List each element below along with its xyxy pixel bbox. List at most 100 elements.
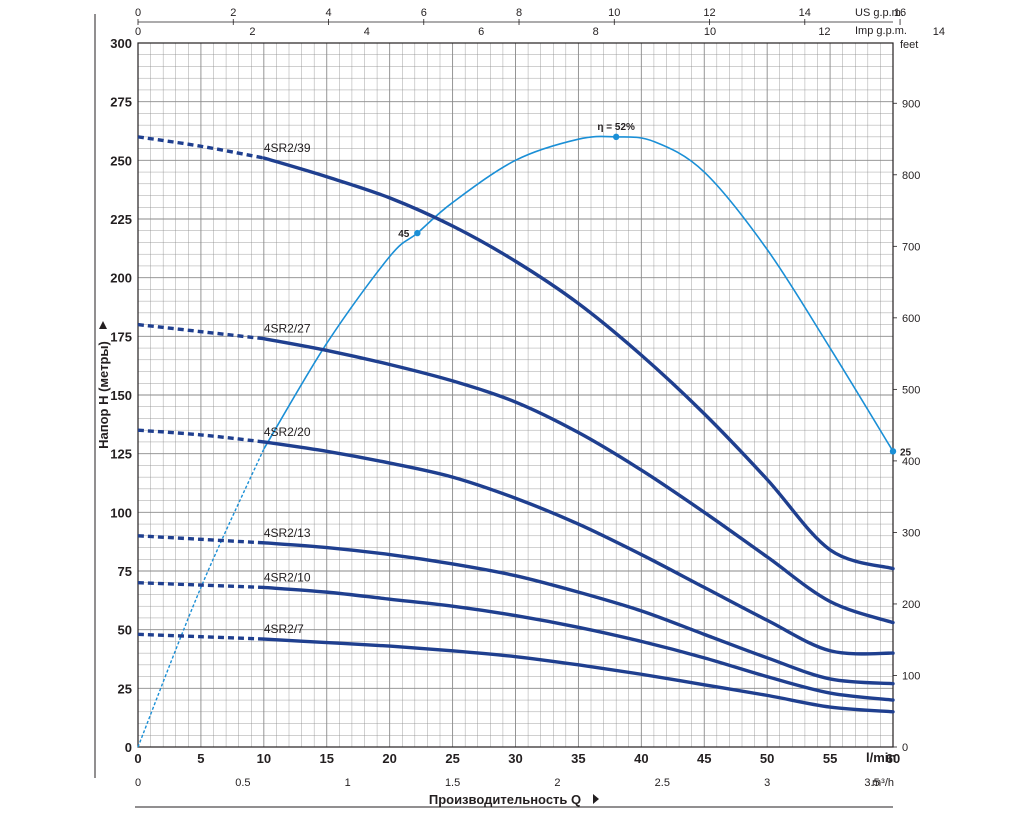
y-tick-label: 150 [110, 388, 132, 403]
y-tick-label: 275 [110, 95, 132, 110]
pump-curve-solid [262, 156, 895, 571]
pump-curve-dashed [137, 322, 265, 341]
feet-tick-label: 500 [902, 384, 920, 396]
x-tick-label: 45 [697, 751, 711, 766]
y-tick-label: 0 [125, 740, 132, 755]
y-tick-label: 75 [118, 564, 132, 579]
imp-gpm-tick-label: 4 [364, 26, 370, 38]
unit-imp-gpm: Imp g.p.m. [855, 25, 907, 37]
us-gpm-tick-label: 4 [325, 7, 331, 19]
bottom-axis-m3h-ticks: 0 0.5 1 1.5 2 2.5 3 3.5 [135, 777, 880, 789]
m3h-tick-label: 1 [345, 777, 351, 789]
y-tick-label: 225 [110, 212, 132, 227]
efficiency-point [414, 229, 421, 237]
us-gpm-tick-label: 14 [799, 7, 811, 19]
efficiency-point-label: 45 [398, 229, 410, 240]
us-gpm-tick-label: 10 [608, 7, 620, 19]
us-gpm-tick-label: 8 [516, 7, 522, 19]
y-tick-label: 100 [110, 505, 132, 520]
us-gpm-tick-label: 6 [421, 7, 427, 19]
us-gpm-tick-label: 0 [135, 7, 141, 19]
pump-curve: 4SR2/39 [137, 135, 895, 571]
feet-tick-label: 800 [902, 170, 920, 182]
y-tick-label: 125 [110, 447, 132, 462]
x-axis-arrow-icon [593, 794, 599, 804]
pump-curve-dashed [137, 632, 264, 641]
pump-curve-solid [262, 637, 895, 714]
us-gpm-tick-label: 16 [894, 7, 906, 19]
efficiency-point [889, 448, 897, 455]
y-tick-label: 175 [110, 329, 132, 344]
y-axis-ticks: 0 25 50 75 100 125 150 175 200 225 250 275 300 [110, 36, 132, 755]
pump-curve-label: 4SR2/7 [264, 622, 304, 636]
pump-curve: 4SR2/13 [137, 526, 895, 686]
pump-curve: 4SR2/10 [137, 570, 895, 702]
feet-tick-label: 400 [902, 456, 920, 468]
pump-curve-label: 4SR2/27 [264, 322, 311, 336]
x-tick-label: 5 [197, 751, 204, 766]
y-axis-title-group: Напор H (метры) [96, 321, 111, 449]
x-tick-label: 20 [382, 751, 396, 766]
y-tick-label: 250 [110, 153, 132, 168]
us-gpm-tick-label: 2 [230, 7, 236, 19]
pump-curve-dashed [137, 534, 264, 545]
right-axis-feet-ticks: 0 100 200 300 400 500 600 700 800 900 [893, 98, 920, 754]
m3h-tick-label: 0.5 [235, 777, 250, 789]
m3h-tick-label: 3.5 [864, 777, 879, 789]
m3h-tick-label: 3 [764, 777, 770, 789]
efficiency-point-label: η = 52% [597, 122, 635, 133]
pump-curve: 4SR2/27 [137, 322, 895, 625]
imp-gpm-tick-label: 0 [135, 26, 141, 38]
pump-curve-label: 4SR2/20 [264, 425, 311, 439]
pump-curve-solid [262, 585, 895, 702]
pump-curve-solid [262, 440, 895, 656]
feet-tick-label: 0 [902, 742, 908, 754]
m3h-tick-label: 1.5 [445, 777, 460, 789]
pump-curve-label: 4SR2/39 [264, 141, 311, 155]
x-tick-label: 40 [634, 751, 648, 766]
x-tick-label: 10 [257, 751, 271, 766]
pump-curve-dashed [137, 581, 264, 590]
x-tick-label: 35 [571, 751, 585, 766]
chart-grid [137, 42, 894, 748]
pump-curve-solid [262, 336, 895, 625]
x-axis-title: Производительность Q [429, 792, 581, 807]
x-unit-label: l/min [866, 750, 896, 765]
feet-tick-label: 300 [902, 527, 920, 539]
y-tick-label: 50 [118, 623, 132, 638]
pump-curve-label: 4SR2/10 [264, 570, 311, 584]
pump-curve-dashed [137, 135, 265, 160]
efficiency-point [612, 133, 620, 141]
imp-gpm-tick-label: 14 [933, 26, 945, 38]
x-tick-label: 25 [445, 751, 459, 766]
pump-curves: 4SR2/39 4SR2/27 4SR2/20 4SR2/13 4SR2/10 4SR2/… [137, 135, 895, 714]
imp-gpm-tick-label: 8 [593, 26, 599, 38]
imp-gpm-tick-label: 2 [249, 26, 255, 38]
pump-curve: 4SR2/7 [137, 622, 895, 714]
m3h-tick-label: 2.5 [655, 777, 670, 789]
x-tick-label: 0 [134, 751, 141, 766]
feet-tick-label: 200 [902, 599, 920, 611]
x-tick-label: 15 [320, 751, 334, 766]
efficiency-curve-solid [263, 135, 894, 452]
feet-tick-label: 900 [902, 98, 920, 110]
efficiency-point-label: 25 [900, 447, 912, 458]
imp-gpm-tick-label: 12 [818, 26, 830, 38]
top-axis-imp-gpm-ticks: 0 2 4 6 8 10 12 14 [135, 26, 945, 38]
pump-curve-dashed [137, 428, 265, 444]
unit-us-gpm: US g.p.m. [855, 7, 904, 19]
us-gpm-tick-label: 12 [703, 7, 715, 19]
feet-tick-label: 600 [902, 313, 920, 325]
x-tick-label: 30 [508, 751, 522, 766]
top-axis-us-gpm-ticks: 0 2 4 6 8 10 12 14 16 [135, 7, 906, 25]
feet-tick-label: 100 [902, 670, 920, 682]
pump-curve: 4SR2/20 [137, 425, 895, 656]
y-tick-label: 300 [110, 36, 132, 51]
y-tick-label: 25 [118, 681, 132, 696]
feet-tick-label: 700 [902, 241, 920, 253]
x-axis-ticks: 0 5 10 15 20 25 30 35 40 45 50 55 60 [134, 751, 900, 766]
x-tick-label: 60 [886, 751, 900, 766]
m3h-tick-label: 0 [135, 777, 141, 789]
m3h-tick-label: 2 [554, 777, 560, 789]
pump-curve-label: 4SR2/13 [264, 526, 311, 540]
